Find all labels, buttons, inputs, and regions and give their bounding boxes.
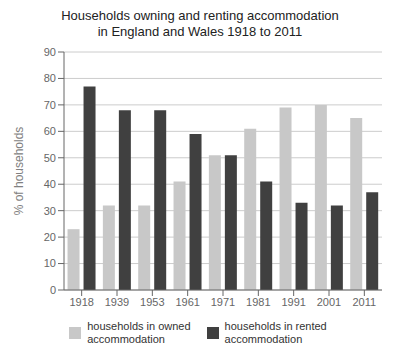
svg-text:20: 20 — [44, 231, 56, 243]
svg-text:1939: 1939 — [105, 296, 129, 308]
svg-text:10: 10 — [44, 257, 56, 269]
svg-text:40: 40 — [44, 178, 56, 190]
svg-text:1991: 1991 — [281, 296, 305, 308]
html-text:accommodation: accommodation — [87, 333, 165, 345]
html-text:Households owning and renting: Households owning and renting accommodat… — [61, 8, 339, 23]
svg-text:1953: 1953 — [140, 296, 164, 308]
svg-text:1961: 1961 — [175, 296, 199, 308]
html-text:in England and Wales 1918 to 2: in England and Wales 1918 to 2011 — [97, 24, 303, 39]
svg-text:0: 0 — [50, 284, 56, 296]
svg-text:1981: 1981 — [246, 296, 270, 308]
svg-text:50: 50 — [44, 152, 56, 164]
svg-text:80: 80 — [44, 72, 56, 84]
svg-text:90: 90 — [44, 46, 56, 58]
html-text:households in rented: households in rented — [224, 320, 327, 332]
svg-text:70: 70 — [44, 99, 56, 111]
svg-text:% of households: % of households — [12, 127, 26, 216]
html-text:accommodation: accommodation — [224, 333, 303, 345]
svg-text:2011: 2011 — [353, 296, 377, 308]
svg-text:1971: 1971 — [211, 296, 235, 308]
svg-text:2001: 2001 — [317, 296, 341, 308]
svg-text:60: 60 — [44, 125, 56, 137]
html-text:households in owned: households in owned — [87, 320, 191, 332]
svg-text:1918: 1918 — [69, 296, 93, 308]
svg-text:30: 30 — [44, 205, 56, 217]
